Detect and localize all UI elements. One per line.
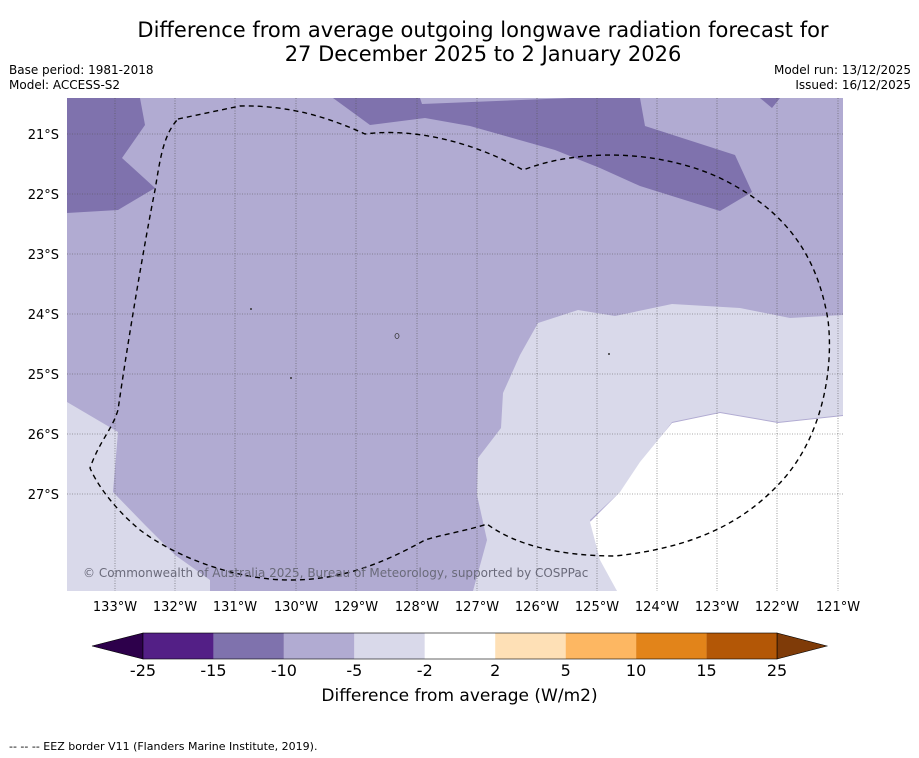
- meta-right: Model run: 13/12/2025 Issued: 16/12/2025: [774, 63, 911, 93]
- eez-footnote: -- -- -- EEZ border V11 (Flanders Marine…: [9, 740, 318, 753]
- issued-date: Issued: 16/12/2025: [795, 78, 911, 92]
- longitude-label: 122°W: [755, 600, 799, 615]
- colorbar-tick-label: 5: [561, 661, 571, 680]
- title-line-2: 27 December 2025 to 2 January 2026: [284, 42, 682, 66]
- speck: [290, 377, 292, 379]
- speck: [250, 308, 252, 310]
- latitude-label: 26°S: [28, 428, 59, 443]
- colorbar-tick-label: -15: [200, 661, 226, 680]
- longitude-label: 131°W: [213, 600, 257, 615]
- latitude-labels: 21°S 22°S 23°S 24°S 25°S 26°S 27°S: [28, 128, 59, 503]
- colorbar-swatch: [636, 633, 707, 659]
- gridlines: [67, 98, 843, 591]
- colorbar-swatch: [283, 633, 355, 659]
- latitude-label: 27°S: [28, 488, 59, 503]
- latitude-label: 23°S: [28, 248, 59, 263]
- region-minus15-minus10-north: [333, 98, 752, 211]
- model-name: Model: ACCESS-S2: [9, 78, 121, 92]
- region-minus5-minus2-east: [473, 304, 843, 591]
- latitude-label: 25°S: [28, 368, 59, 383]
- latitude-label: 24°S: [28, 308, 59, 323]
- base-period: Base period: 1981-2018: [9, 63, 154, 77]
- colorbar-swatch: [565, 633, 637, 659]
- colorbar-swatch: [495, 633, 566, 659]
- colorbar: -25 -15 -10 -5 -2 2 5 10 15 25: [91, 632, 829, 680]
- latitude-label: 22°S: [28, 188, 59, 203]
- region-minus2-plus2: [590, 413, 843, 591]
- longitude-label: 121°W: [816, 600, 860, 615]
- title-line-1: Difference from average outgoing longwav…: [137, 18, 829, 42]
- longitude-label: 123°W: [695, 600, 739, 615]
- speck: [608, 353, 610, 355]
- map-area: © Commonwealth of Australia 2025, Bureau…: [67, 98, 843, 591]
- colorbar-tick-label: 25: [767, 661, 787, 680]
- longitude-label: 126°W: [515, 600, 559, 615]
- colorbar-tick-label: 2: [490, 661, 500, 680]
- longitude-label: 128°W: [395, 600, 439, 615]
- longitude-label: 124°W: [635, 600, 679, 615]
- colorbar-swatch: [213, 633, 284, 659]
- longitude-labels: 133°W 132°W 131°W 130°W 129°W 128°W 127°W 126°W…: [93, 600, 860, 615]
- region-minus5-minus2-southwest: [67, 402, 210, 591]
- colorbar-swatch: [424, 633, 496, 659]
- longitude-label: 130°W: [274, 600, 318, 615]
- colorbar-swatch: [143, 633, 214, 659]
- longitude-label: 129°W: [334, 600, 378, 615]
- colorbar-tick-label: -25: [130, 661, 156, 680]
- colorbar-under-arrow: [91, 632, 144, 660]
- copyright: © Commonwealth of Australia 2025, Bureau…: [83, 566, 588, 580]
- colorbar-swatch: [706, 633, 777, 659]
- region-minus15-minus10-west: [67, 98, 155, 213]
- colorbar-over-arrow: [776, 632, 829, 660]
- colorbar-tick-label: -10: [271, 661, 297, 680]
- longitude-label: 133°W: [93, 600, 137, 615]
- colorbar-swatch: [354, 633, 425, 659]
- eez-border: [89, 105, 831, 581]
- colorbar-tick-label: -5: [346, 661, 362, 680]
- longitude-label: 125°W: [575, 600, 619, 615]
- colorbar-border: [142, 632, 778, 660]
- colorbar-tick-label: 10: [626, 661, 646, 680]
- colorbar-tick-label: -2: [417, 661, 433, 680]
- latitude-label: 21°S: [28, 128, 59, 143]
- longitude-label: 132°W: [153, 600, 197, 615]
- meta-left: Base period: 1981-2018 Model: ACCESS-S2: [9, 63, 154, 93]
- speck: [394, 333, 400, 339]
- colorbar-title: Difference from average (W/m2): [321, 686, 598, 706]
- map-title: Difference from average outgoing longwav…: [0, 18, 919, 66]
- longitude-label: 127°W: [455, 600, 499, 615]
- colorbar-tick-label: 15: [696, 661, 716, 680]
- model-run: Model run: 13/12/2025: [773, 63, 911, 77]
- region-minus15-minus10-corner: [760, 98, 780, 108]
